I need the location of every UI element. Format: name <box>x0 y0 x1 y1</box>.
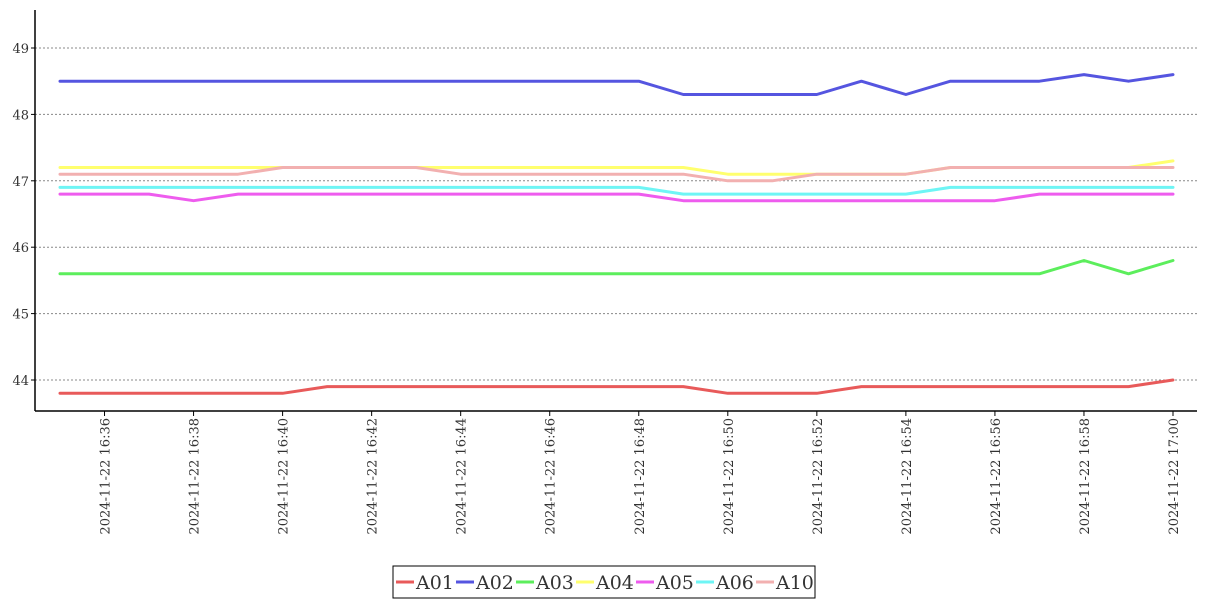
legend-item-a03[interactable]: A03 <box>516 572 574 594</box>
x-tick-label: 2024-11-22 16:36 <box>99 418 114 535</box>
series-line-a03 <box>58 259 1175 276</box>
x-tick-label: 2024-11-22 16:58 <box>1078 418 1093 535</box>
y-tick-label: 49 <box>12 42 29 57</box>
legend-label: A01 <box>415 572 454 594</box>
legend-label: A05 <box>655 572 694 594</box>
legend-item-a01[interactable]: A01 <box>396 572 454 594</box>
x-tick-label: 2024-11-22 16:38 <box>188 418 203 535</box>
gridlines <box>35 47 1197 381</box>
y-tick-label: 47 <box>12 175 29 190</box>
series-line-a02 <box>58 73 1175 96</box>
x-tick-label: 2024-11-22 16:40 <box>277 418 292 535</box>
legend-label: A10 <box>775 572 814 594</box>
axes <box>34 10 1197 412</box>
x-tick-label: 2024-11-22 16:44 <box>455 418 470 535</box>
x-axis-ticks: 2024-11-22 16:36 2024-11-22 16:38 2024-11-… <box>99 411 1182 535</box>
series-line-a01 <box>58 378 1175 395</box>
legend-item-a10[interactable]: A10 <box>756 572 814 594</box>
series-lines <box>58 73 1175 395</box>
legend-item-a04[interactable]: A04 <box>576 572 634 594</box>
x-tick-label: 2024-11-22 16:56 <box>989 418 1004 535</box>
y-tick-label: 45 <box>12 308 29 323</box>
series-line-a06 <box>58 185 1175 196</box>
legend-label: A04 <box>595 572 634 594</box>
series-line-a10 <box>58 166 1175 183</box>
x-tick-label: 2024-11-22 16:54 <box>900 418 915 535</box>
x-tick-label: 2024-11-22 16:52 <box>811 418 826 535</box>
x-tick-label: 2024-11-22 16:42 <box>366 418 381 535</box>
legend-label: A06 <box>715 572 754 594</box>
y-tick-label: 44 <box>12 374 29 389</box>
series-line-a05 <box>58 192 1175 203</box>
legend-item-a05[interactable]: A05 <box>636 572 694 594</box>
legend-label: A02 <box>475 572 514 594</box>
legend-item-a02[interactable]: A02 <box>456 572 514 594</box>
x-tick-label: 2024-11-22 17:00 <box>1167 418 1182 535</box>
y-axis-ticks: 44 45 46 47 48 49 <box>12 42 35 389</box>
legend-item-a06[interactable]: A06 <box>696 572 754 594</box>
legend-label: A03 <box>535 572 574 594</box>
y-tick-label: 46 <box>12 241 29 256</box>
x-tick-label: 2024-11-22 16:46 <box>544 418 559 535</box>
x-tick-label: 2024-11-22 16:50 <box>722 418 737 535</box>
legend[interactable]: A01 A02 A03 A04 A05 A06 A10 <box>392 565 816 599</box>
x-tick-label: 2024-11-22 16:48 <box>633 418 648 535</box>
y-tick-label: 48 <box>12 108 29 123</box>
